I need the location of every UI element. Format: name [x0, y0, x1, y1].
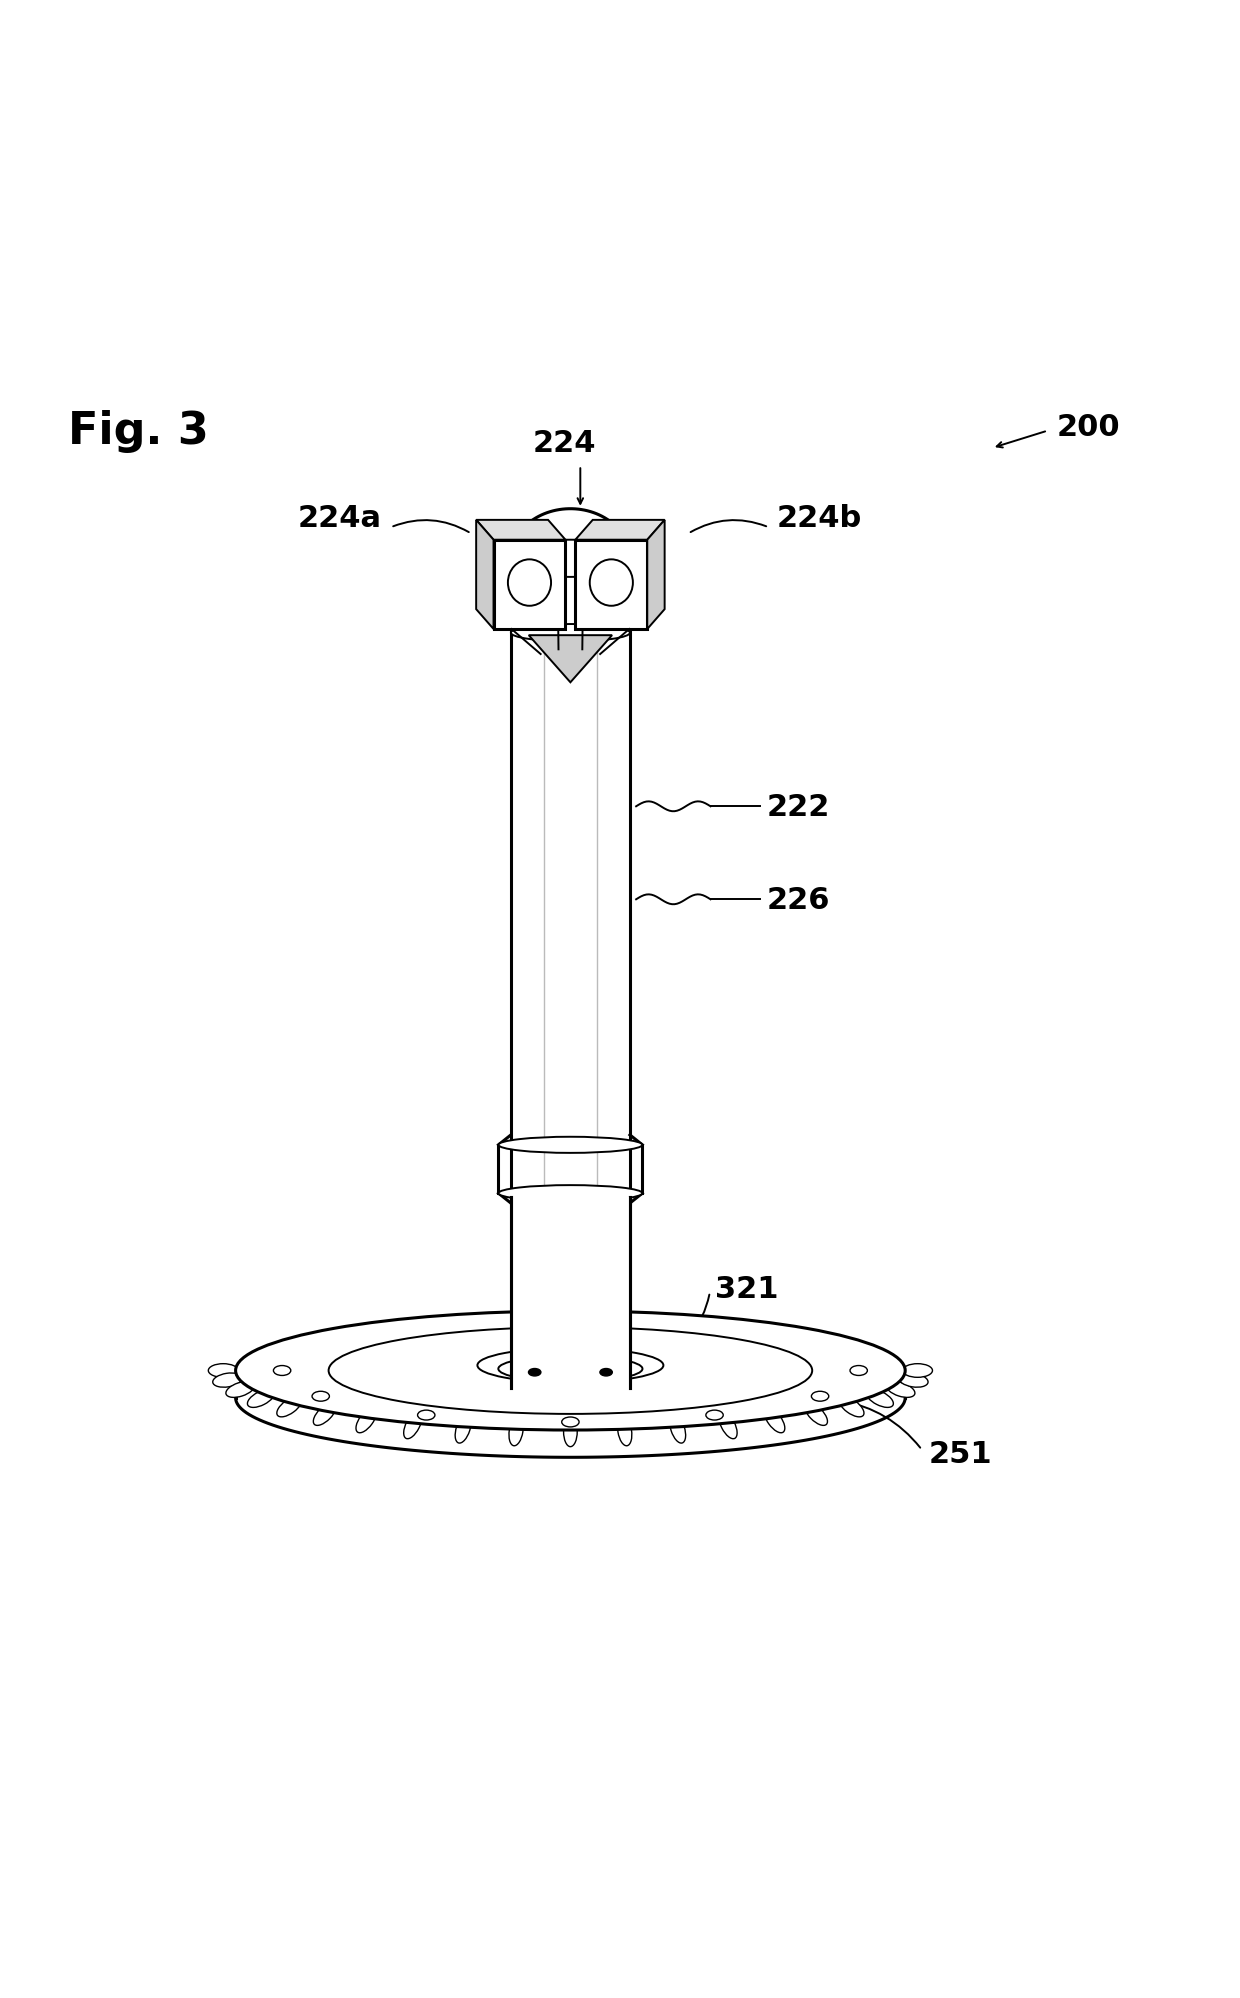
Polygon shape [647, 521, 665, 629]
Text: 226: 226 [766, 885, 830, 915]
Ellipse shape [329, 1327, 812, 1415]
Ellipse shape [618, 1417, 632, 1447]
Text: 224: 224 [532, 428, 596, 458]
Text: 321: 321 [714, 1275, 777, 1303]
Ellipse shape [498, 1137, 642, 1153]
Ellipse shape [418, 1411, 435, 1421]
Polygon shape [476, 521, 565, 539]
Text: Fig. 3: Fig. 3 [68, 410, 210, 454]
Ellipse shape [498, 1185, 642, 1201]
Ellipse shape [273, 1367, 290, 1377]
Polygon shape [476, 521, 494, 629]
Ellipse shape [811, 1391, 828, 1401]
Ellipse shape [226, 1383, 254, 1399]
Text: 224a: 224a [298, 503, 382, 533]
Ellipse shape [851, 1367, 868, 1377]
Ellipse shape [248, 1389, 274, 1409]
Polygon shape [511, 1197, 630, 1389]
Ellipse shape [528, 1369, 541, 1377]
Ellipse shape [498, 1357, 642, 1383]
Ellipse shape [805, 1403, 827, 1427]
Ellipse shape [899, 1373, 928, 1387]
Ellipse shape [563, 1417, 578, 1447]
Ellipse shape [719, 1413, 737, 1439]
Ellipse shape [236, 1311, 905, 1431]
Polygon shape [575, 539, 647, 629]
Ellipse shape [838, 1397, 864, 1417]
Text: 251: 251 [929, 1439, 992, 1469]
Ellipse shape [455, 1415, 471, 1443]
Ellipse shape [887, 1383, 915, 1399]
Ellipse shape [213, 1373, 242, 1387]
Ellipse shape [312, 1391, 330, 1401]
Ellipse shape [356, 1409, 377, 1433]
Ellipse shape [590, 559, 632, 607]
Ellipse shape [867, 1389, 893, 1409]
Ellipse shape [706, 1411, 723, 1421]
Ellipse shape [670, 1415, 686, 1443]
Ellipse shape [508, 1417, 523, 1447]
Ellipse shape [903, 1365, 932, 1379]
Text: 224b: 224b [776, 503, 862, 533]
Polygon shape [494, 539, 565, 629]
Polygon shape [575, 521, 665, 539]
Polygon shape [511, 509, 630, 559]
Ellipse shape [600, 1369, 613, 1377]
Ellipse shape [314, 1403, 336, 1427]
Ellipse shape [477, 1349, 663, 1383]
Ellipse shape [208, 1365, 238, 1379]
Ellipse shape [404, 1413, 422, 1439]
Text: 200: 200 [1056, 414, 1120, 442]
Ellipse shape [508, 559, 551, 607]
Ellipse shape [511, 625, 630, 641]
Ellipse shape [511, 539, 630, 577]
Ellipse shape [277, 1397, 303, 1417]
Text: 222: 222 [766, 793, 830, 821]
Ellipse shape [562, 1417, 579, 1427]
Ellipse shape [764, 1409, 785, 1433]
Polygon shape [528, 635, 613, 683]
